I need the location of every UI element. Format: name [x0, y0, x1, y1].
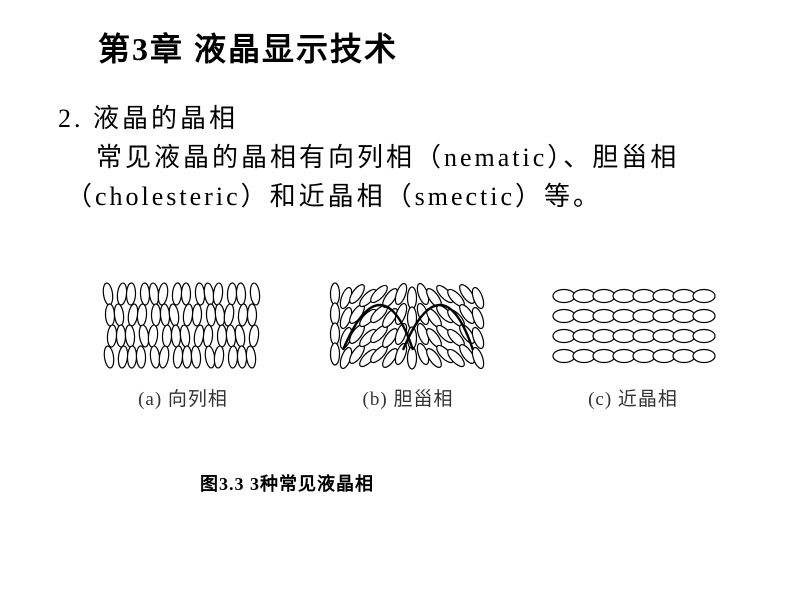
figure-nematic: (a) 向列相	[98, 280, 268, 411]
figure-cholesteric: (b) 胆甾相	[323, 280, 493, 411]
body-line-1: 常见液晶的晶相有向列相（nematic）、胆甾相	[96, 137, 679, 179]
section-number: 2.	[58, 104, 84, 133]
section-title-text: 液晶的晶相	[93, 104, 238, 133]
figure-smectic: (c) 近晶相	[548, 280, 718, 411]
phase-label-b: (b) 胆甾相	[363, 384, 454, 411]
body-line-2: （cholesteric）和近晶相（smectic）等。	[66, 176, 602, 218]
figure-caption: 图3.3 3种常见液晶相	[200, 470, 374, 496]
phase-label-a: (a) 向列相	[138, 384, 228, 411]
cholesteric-diagram	[323, 280, 493, 370]
phase-label-c: (c) 近晶相	[588, 384, 678, 411]
section-heading: 2. 液晶的晶相	[58, 98, 238, 135]
nematic-diagram	[98, 280, 268, 370]
chapter-title: 第3章 液晶显示技术	[98, 24, 398, 70]
figures-row: (a) 向列相 (b) 胆甾相 (c) 近晶相	[98, 280, 718, 411]
smectic-diagram	[548, 280, 718, 370]
